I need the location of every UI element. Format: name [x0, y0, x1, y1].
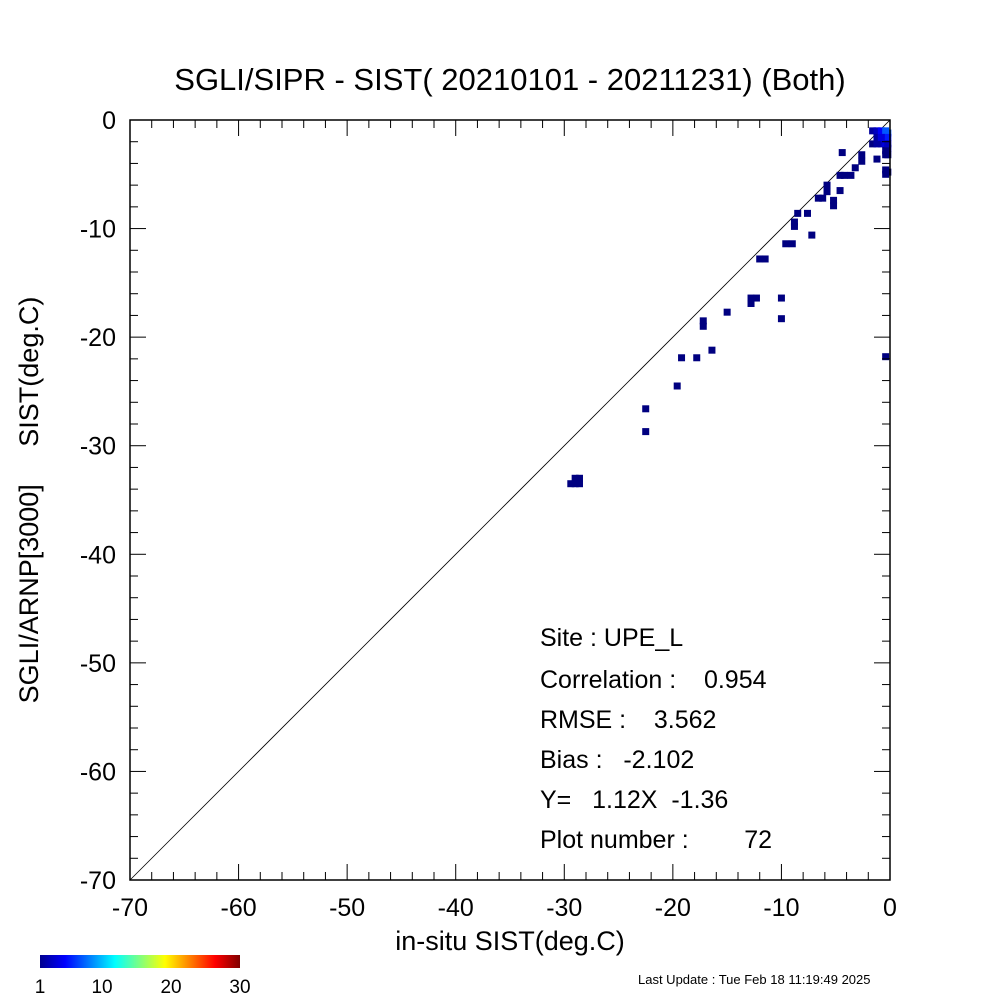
density-cell	[642, 405, 650, 413]
x-tick-label: -20	[655, 894, 691, 922]
density-cell	[877, 127, 885, 135]
density-cell	[673, 382, 681, 390]
density-cell	[877, 140, 885, 148]
regression-label: Y= 1.12X -1.36	[540, 786, 728, 814]
colorbar-tick-label: 10	[91, 977, 112, 998]
last-update-label: Last Update : Tue Feb 18 11:19:49 2025	[638, 972, 871, 987]
density-cell	[747, 294, 755, 302]
density-cell	[873, 133, 881, 141]
x-tick-label: -60	[221, 894, 257, 922]
density-cell	[882, 353, 890, 361]
density-cell	[571, 480, 579, 488]
density-cell	[790, 218, 798, 226]
density-cell	[693, 354, 701, 362]
density-cell	[884, 133, 892, 141]
y-tick-label: -10	[80, 216, 116, 244]
y-tick-label: -60	[80, 758, 116, 786]
x-tick-label: -40	[438, 894, 474, 922]
density-cell	[873, 155, 881, 163]
density-cell	[747, 299, 755, 307]
y-tick-label: 0	[102, 107, 116, 135]
correlation-label: Correlation : 0.954	[540, 666, 767, 694]
colorbar-gradient	[40, 955, 240, 968]
density-cell	[882, 146, 890, 154]
density-cell	[823, 181, 831, 189]
density-cell	[830, 196, 838, 204]
density-cell	[788, 240, 796, 248]
y-tick-label: -40	[80, 541, 116, 569]
density-cell	[836, 187, 844, 195]
density-cell	[869, 140, 877, 148]
y-tick-label: -70	[80, 867, 116, 895]
density-cell	[567, 480, 575, 488]
density-cell	[869, 127, 877, 135]
x-tick-label: -30	[546, 894, 582, 922]
plot-number-label: Plot number : 72	[540, 826, 772, 854]
colorbar: 1 10 20 30	[35, 955, 251, 998]
density-cell	[877, 133, 885, 141]
density-cell	[814, 194, 822, 202]
rmse-label: RMSE : 3.562	[540, 706, 716, 734]
density-cell	[840, 171, 848, 179]
density-cell	[838, 149, 846, 157]
x-tick-label: -50	[329, 894, 365, 922]
density-cell	[699, 317, 707, 325]
y-tick-label: -20	[80, 324, 116, 352]
plot-frame	[129, 119, 891, 881]
density-cell	[882, 151, 890, 159]
density-cell	[723, 308, 731, 316]
site-label: Site : UPE_L	[540, 624, 683, 652]
density-cell	[571, 474, 579, 482]
chart-title: SGLI/SIPR - SIST( 20210101 - 20211231) (…	[174, 62, 845, 97]
y-tick-label: -50	[80, 650, 116, 678]
x-axis-label: in-situ SIST(deg.C)	[395, 926, 625, 956]
colorbar-tick-label: 30	[229, 977, 250, 998]
identity-line	[129, 119, 891, 881]
density-cell	[790, 222, 798, 230]
density-cell	[858, 151, 866, 159]
y-axis-label: SGLI/ARNP[3000] SIST(deg.C)	[14, 297, 44, 704]
density-cell	[884, 129, 892, 137]
density-cell	[782, 240, 790, 248]
x-tick-label: 0	[883, 894, 897, 922]
density-cell	[851, 164, 859, 172]
colorbar-tick-label: 20	[160, 977, 181, 998]
density-cell	[873, 140, 881, 148]
density-cell	[823, 188, 831, 196]
x-tick-label: -70	[112, 894, 148, 922]
density-cell	[836, 171, 844, 179]
density-cell	[678, 354, 686, 362]
density-cell	[803, 209, 811, 217]
density-cell	[884, 168, 892, 176]
density-cell	[752, 294, 760, 302]
bias-label: Bias : -2.102	[540, 746, 694, 774]
density-cell	[873, 127, 881, 135]
density-cell	[699, 322, 707, 330]
density-cell	[575, 474, 583, 482]
density-cell	[642, 428, 650, 436]
x-tick-label: -10	[763, 894, 799, 922]
colorbar-tick-label: 1	[35, 977, 46, 998]
density-cell	[884, 140, 892, 148]
density-cell	[761, 255, 769, 263]
density-cell	[777, 315, 785, 323]
density-cell	[858, 157, 866, 165]
statistics-box: Site : UPE_L Correlation : 0.954 RMSE : …	[540, 624, 772, 854]
density-cell	[794, 209, 802, 217]
density-cell	[777, 294, 785, 302]
density-cell	[575, 480, 583, 488]
density-cell	[708, 346, 716, 354]
density-cell	[830, 202, 838, 210]
density-cell	[819, 194, 827, 202]
density-cell	[847, 171, 855, 179]
density-cell	[808, 231, 816, 239]
y-tick-label: -30	[80, 433, 116, 461]
density-cell	[756, 255, 764, 263]
